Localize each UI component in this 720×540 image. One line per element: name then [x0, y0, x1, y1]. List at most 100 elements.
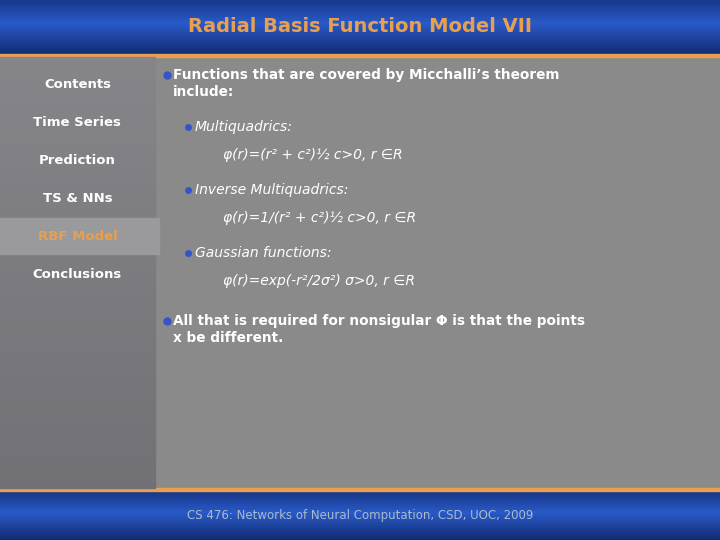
Text: φ(r)=exp(-r²/2σ²) σ>0, r ∈R: φ(r)=exp(-r²/2σ²) σ>0, r ∈R: [222, 274, 415, 288]
Bar: [0, 71, 155, 72]
Bar: [0, 320, 155, 321]
Bar: [0, 20, 720, 21]
Bar: [0, 414, 155, 415]
Bar: [0, 0, 720, 1]
Bar: [0, 109, 155, 110]
Bar: [0, 492, 720, 493]
Bar: [0, 242, 155, 244]
Bar: [0, 99, 155, 100]
Bar: [0, 278, 155, 279]
Bar: [0, 11, 720, 12]
Bar: [0, 318, 155, 319]
Bar: [0, 140, 155, 141]
Bar: [0, 17, 720, 18]
Bar: [0, 231, 155, 232]
Bar: [0, 343, 155, 345]
Bar: [0, 221, 155, 222]
Bar: [0, 402, 155, 403]
Bar: [0, 339, 155, 340]
Bar: [0, 373, 155, 374]
Bar: [0, 403, 155, 404]
Bar: [0, 33, 720, 34]
Bar: [0, 261, 155, 262]
Bar: [0, 336, 155, 338]
Bar: [0, 93, 155, 94]
Bar: [0, 218, 155, 219]
Bar: [0, 18, 720, 19]
Bar: [0, 423, 155, 424]
Bar: [0, 185, 155, 186]
Bar: [0, 506, 720, 507]
Bar: [0, 485, 155, 487]
Bar: [0, 395, 155, 396]
Bar: [0, 276, 155, 278]
Bar: [0, 152, 155, 153]
Bar: [0, 188, 155, 190]
Bar: [0, 455, 155, 456]
Bar: [0, 118, 155, 119]
Bar: [0, 413, 155, 414]
Bar: [0, 345, 155, 346]
Bar: [0, 252, 155, 253]
Bar: [0, 534, 720, 535]
Bar: [0, 361, 155, 362]
Bar: [0, 241, 155, 242]
Bar: [0, 269, 155, 271]
Bar: [0, 107, 155, 109]
Bar: [0, 454, 155, 455]
Bar: [0, 85, 155, 86]
Bar: [0, 244, 155, 245]
Bar: [0, 256, 155, 258]
Bar: [0, 474, 155, 475]
Bar: [0, 102, 155, 103]
Bar: [0, 470, 155, 471]
Bar: [0, 36, 720, 37]
Bar: [0, 124, 155, 125]
Bar: [0, 451, 155, 453]
Bar: [0, 187, 155, 188]
Bar: [0, 527, 720, 528]
Bar: [0, 97, 155, 98]
Bar: [0, 295, 155, 296]
Bar: [0, 205, 155, 206]
Bar: [0, 315, 155, 316]
Bar: [0, 168, 155, 170]
Bar: [0, 374, 155, 375]
Bar: [0, 214, 155, 215]
Bar: [0, 200, 155, 201]
Bar: [0, 528, 720, 529]
Bar: [0, 469, 155, 470]
Bar: [0, 332, 155, 333]
Bar: [0, 383, 155, 384]
Bar: [0, 144, 155, 145]
Bar: [0, 177, 155, 178]
Bar: [0, 379, 155, 380]
Bar: [0, 386, 155, 387]
Bar: [0, 57, 155, 58]
Bar: [0, 533, 720, 534]
Bar: [0, 281, 155, 282]
Bar: [0, 382, 155, 383]
Bar: [0, 7, 720, 8]
Bar: [0, 504, 720, 505]
Bar: [0, 132, 155, 133]
Bar: [0, 120, 155, 122]
Bar: [0, 208, 155, 210]
Bar: [0, 333, 155, 334]
Text: TS & NNs: TS & NNs: [42, 192, 112, 206]
Bar: [0, 165, 155, 166]
Bar: [0, 246, 155, 247]
Bar: [0, 538, 720, 539]
Bar: [0, 76, 155, 77]
Bar: [0, 511, 720, 512]
Bar: [0, 48, 720, 49]
Bar: [0, 457, 155, 458]
Bar: [0, 173, 155, 174]
Bar: [0, 153, 155, 154]
Bar: [0, 254, 155, 255]
Bar: [0, 516, 720, 517]
Bar: [0, 8, 720, 9]
Bar: [0, 131, 155, 132]
Bar: [0, 447, 155, 448]
Bar: [0, 356, 155, 357]
